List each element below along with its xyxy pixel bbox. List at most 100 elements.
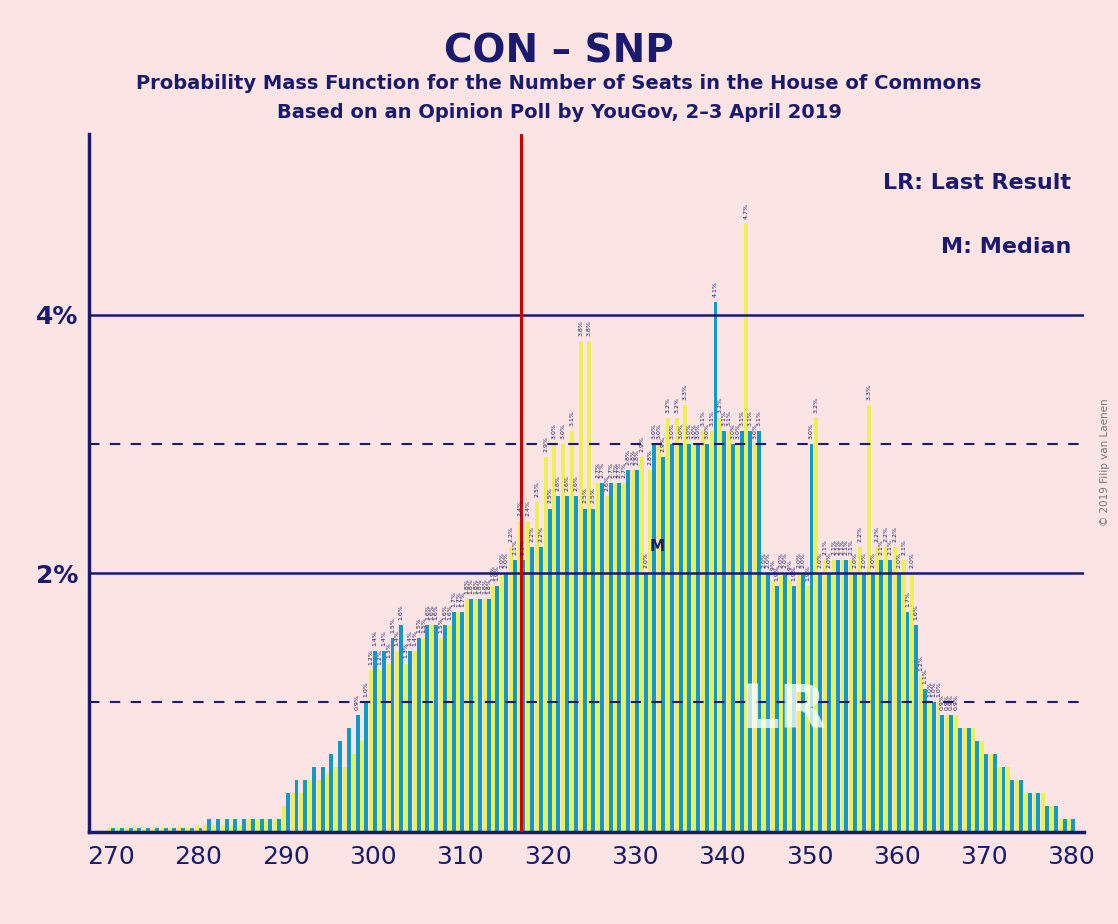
Text: 0.9%: 0.9% (940, 694, 945, 711)
Bar (674, 419, 679, 832)
Bar (639, 457, 644, 832)
Text: 2.7%: 2.7% (596, 462, 600, 478)
Bar (997, 767, 1002, 832)
Bar (225, 819, 229, 832)
Bar (291, 793, 294, 832)
Text: 1.8%: 1.8% (465, 578, 470, 594)
Text: 3.1%: 3.1% (569, 410, 575, 426)
Bar (421, 638, 426, 832)
Text: 3.3%: 3.3% (683, 384, 688, 400)
Bar (343, 767, 347, 832)
Bar (1018, 780, 1023, 832)
Bar (1059, 819, 1062, 832)
Text: 2.0%: 2.0% (761, 553, 767, 568)
Bar (1015, 780, 1018, 832)
Text: 3.0%: 3.0% (730, 423, 736, 439)
Bar (378, 670, 382, 832)
Bar (492, 586, 495, 832)
Text: 2.6%: 2.6% (574, 475, 578, 491)
Bar (835, 560, 840, 832)
Text: 1.3%: 1.3% (386, 642, 391, 659)
Bar (396, 650, 399, 832)
Bar (112, 828, 115, 832)
Text: 2.1%: 2.1% (888, 540, 892, 555)
Text: 3.2%: 3.2% (814, 397, 818, 413)
Text: 2.5%: 2.5% (590, 488, 596, 504)
Text: Based on an Opinion Poll by YouGov, 2–3 April 2019: Based on an Opinion Poll by YouGov, 2–3 … (276, 103, 842, 123)
Bar (770, 579, 775, 832)
Bar (413, 650, 417, 832)
Bar (181, 828, 184, 832)
Text: 1.8%: 1.8% (468, 578, 474, 594)
Text: 3.1%: 3.1% (748, 410, 752, 426)
Bar (369, 670, 373, 832)
Bar (207, 819, 211, 832)
Text: 2.1%: 2.1% (844, 540, 849, 555)
Text: 1.9%: 1.9% (774, 565, 779, 581)
Bar (443, 625, 447, 832)
Bar (456, 612, 461, 832)
Bar (666, 419, 670, 832)
Text: 1.0%: 1.0% (936, 682, 941, 698)
Bar (273, 819, 277, 832)
Bar (731, 444, 735, 832)
Text: 1.0%: 1.0% (931, 682, 936, 698)
Bar (958, 728, 961, 832)
Bar (216, 819, 220, 832)
Text: 2.1%: 2.1% (521, 540, 525, 555)
Text: 2.1%: 2.1% (879, 540, 884, 555)
Bar (434, 625, 438, 832)
Bar (250, 819, 255, 832)
Bar (923, 689, 927, 832)
Bar (190, 828, 193, 832)
Text: 2.0%: 2.0% (783, 553, 788, 568)
Bar (390, 638, 395, 832)
Text: 2.7%: 2.7% (622, 462, 627, 478)
Bar (129, 828, 133, 832)
Bar (766, 573, 770, 832)
Text: 2.2%: 2.2% (530, 526, 534, 542)
Text: 0.9%: 0.9% (356, 694, 360, 711)
Text: 2.2%: 2.2% (539, 526, 543, 542)
Text: 2.8%: 2.8% (634, 449, 639, 465)
Bar (888, 560, 892, 832)
Text: 1.2%: 1.2% (378, 649, 382, 665)
Bar (120, 828, 124, 832)
Bar (247, 819, 250, 832)
Text: 1.7%: 1.7% (456, 591, 461, 607)
Text: 2.9%: 2.9% (639, 436, 644, 452)
Text: 1.1%: 1.1% (922, 669, 928, 685)
Text: 2.6%: 2.6% (556, 475, 561, 491)
Text: M: Median: M: Median (941, 237, 1071, 257)
Bar (286, 793, 290, 832)
Text: 1.0%: 1.0% (927, 682, 932, 698)
Bar (736, 444, 740, 832)
Text: 3.2%: 3.2% (718, 397, 722, 413)
Text: 1.0%: 1.0% (363, 682, 369, 698)
Bar (539, 547, 543, 832)
Text: 1.7%: 1.7% (452, 591, 456, 607)
Bar (653, 444, 656, 832)
Bar (591, 508, 595, 832)
Bar (1050, 806, 1054, 832)
Bar (762, 573, 766, 832)
Text: 2.4%: 2.4% (525, 501, 531, 517)
Bar (325, 773, 330, 832)
Bar (470, 599, 473, 832)
Bar (1002, 767, 1005, 832)
Bar (352, 754, 356, 832)
Bar (417, 638, 420, 832)
Text: 1.4%: 1.4% (381, 629, 387, 646)
Bar (360, 741, 364, 832)
Text: 2.7%: 2.7% (599, 462, 605, 478)
Bar (967, 728, 970, 832)
Bar (277, 819, 281, 832)
Bar (954, 715, 958, 832)
Text: 3.0%: 3.0% (652, 423, 657, 439)
Bar (309, 780, 312, 832)
Bar (945, 715, 949, 832)
Bar (792, 586, 796, 832)
Bar (975, 741, 979, 832)
Bar (552, 444, 557, 832)
Text: 2.2%: 2.2% (883, 526, 889, 542)
